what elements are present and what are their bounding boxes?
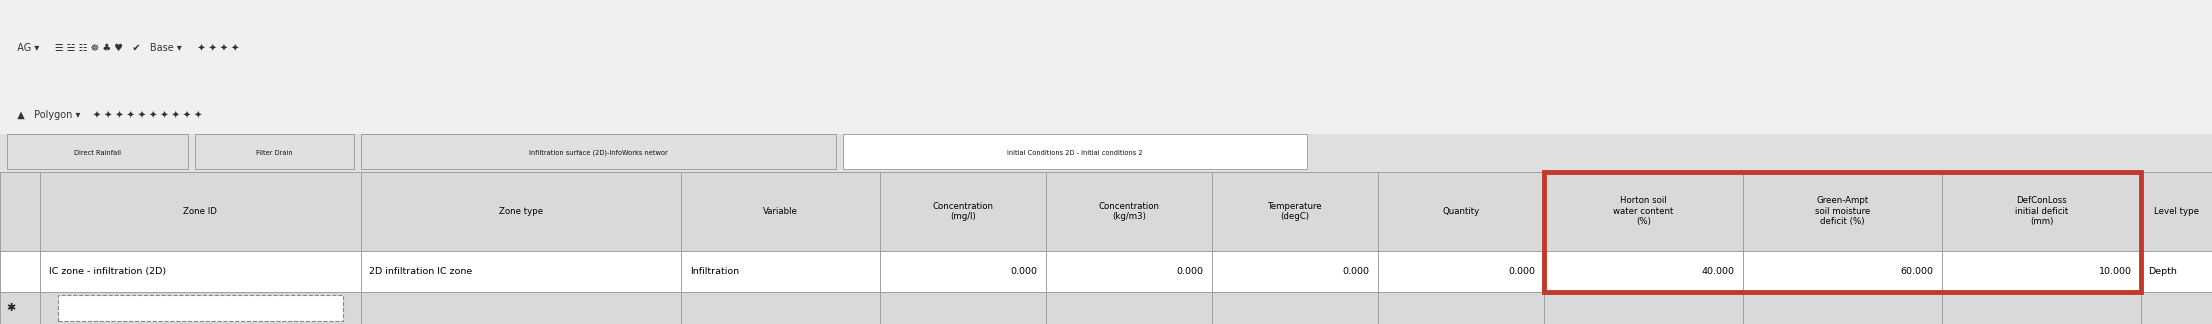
- Text: DefConLoss
initial deficit
(mm): DefConLoss initial deficit (mm): [2015, 196, 2068, 226]
- Text: Green-Ampt
soil moisture
deficit (%): Green-Ampt soil moisture deficit (%): [1816, 196, 1869, 226]
- FancyBboxPatch shape: [58, 295, 343, 321]
- Text: IC zone - infiltration (2D): IC zone - infiltration (2D): [49, 267, 166, 276]
- Text: Zone type: Zone type: [500, 207, 542, 216]
- Text: 0.000: 0.000: [1509, 267, 1535, 276]
- FancyBboxPatch shape: [0, 0, 2212, 96]
- FancyBboxPatch shape: [195, 134, 354, 169]
- Text: Depth: Depth: [2148, 267, 2177, 276]
- Text: Level type: Level type: [2154, 207, 2199, 216]
- FancyBboxPatch shape: [0, 96, 2212, 134]
- FancyBboxPatch shape: [361, 134, 836, 169]
- Text: Temperature
(degC): Temperature (degC): [1267, 202, 1323, 221]
- Text: Concentration
(kg/m3): Concentration (kg/m3): [1099, 202, 1159, 221]
- Text: Direct Rainfall: Direct Rainfall: [73, 150, 122, 156]
- FancyBboxPatch shape: [7, 134, 188, 169]
- Text: 0.000: 0.000: [1011, 267, 1037, 276]
- Text: ▲   Polygon ▾    ✦ ✦ ✦ ✦ ✦ ✦ ✦ ✦ ✦ ✦: ▲ Polygon ▾ ✦ ✦ ✦ ✦ ✦ ✦ ✦ ✦ ✦ ✦: [11, 110, 201, 120]
- Text: Initial Conditions 2D - Initial conditions 2: Initial Conditions 2D - Initial conditio…: [1006, 150, 1144, 156]
- Text: Zone ID: Zone ID: [184, 207, 217, 216]
- Text: Variable: Variable: [763, 207, 799, 216]
- Text: Horton soil
water content
(%): Horton soil water content (%): [1613, 196, 1674, 226]
- Text: 2D infiltration IC zone: 2D infiltration IC zone: [369, 267, 473, 276]
- Text: 0.000: 0.000: [1177, 267, 1203, 276]
- FancyBboxPatch shape: [0, 134, 2212, 172]
- FancyBboxPatch shape: [0, 172, 2212, 251]
- FancyBboxPatch shape: [0, 292, 2212, 324]
- Text: 10.000: 10.000: [2099, 267, 2132, 276]
- Text: ✱: ✱: [7, 303, 15, 313]
- Text: Infiltration: Infiltration: [690, 267, 739, 276]
- Text: 60.000: 60.000: [1900, 267, 1933, 276]
- Text: 0.000: 0.000: [1343, 267, 1369, 276]
- FancyBboxPatch shape: [0, 172, 2212, 324]
- FancyBboxPatch shape: [0, 251, 2212, 292]
- Text: Infiltration surface (2D)-InfoWorks networ: Infiltration surface (2D)-InfoWorks netw…: [529, 150, 668, 156]
- Text: Concentration
(mg/l): Concentration (mg/l): [933, 202, 993, 221]
- Text: AG ▾     ☰ ☱ ☷ ☸ ♣ ♥   ✔   Base ▾     ✦ ✦ ✦ ✦: AG ▾ ☰ ☱ ☷ ☸ ♣ ♥ ✔ Base ▾ ✦ ✦ ✦ ✦: [11, 43, 239, 53]
- Text: Quantity: Quantity: [1442, 207, 1480, 216]
- Text: 40.000: 40.000: [1701, 267, 1734, 276]
- FancyBboxPatch shape: [843, 134, 1307, 169]
- Text: Filter Drain: Filter Drain: [257, 150, 292, 156]
